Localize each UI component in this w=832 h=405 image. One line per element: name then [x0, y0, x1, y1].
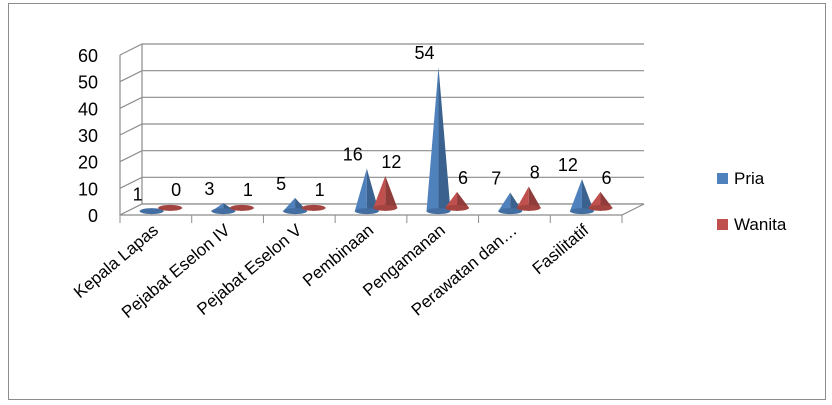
y-tick-label: 30 — [78, 126, 98, 146]
legend-label-pria: Pria — [734, 169, 765, 188]
cone-wanita — [158, 204, 183, 211]
cone-wanita — [516, 186, 541, 211]
cone-base — [516, 204, 541, 211]
cone-base — [283, 208, 308, 215]
legend-label-wanita: Wanita — [734, 215, 787, 234]
cone-base — [588, 204, 613, 211]
cone-face-right — [528, 186, 541, 211]
data-label: 16 — [343, 144, 363, 164]
gridline — [119, 123, 644, 136]
legend-swatch-pria — [717, 173, 728, 184]
cone-base — [158, 204, 183, 211]
cone-base — [373, 204, 398, 211]
cone-base — [445, 204, 470, 211]
data-label: 3 — [204, 179, 214, 199]
legend: Pria Wanita — [717, 169, 787, 234]
gridline — [119, 96, 644, 109]
cone-face-left — [373, 175, 386, 211]
y-tick-label: 50 — [78, 73, 98, 93]
chart-frame — [8, 3, 826, 400]
cone-base — [569, 208, 594, 215]
cone-face-left — [516, 186, 529, 211]
data-label: 0 — [171, 180, 181, 200]
cone-base — [139, 208, 164, 215]
data-label: 12 — [381, 152, 401, 172]
cone-series — [139, 67, 613, 215]
cone-wanita — [588, 191, 613, 211]
cone-wanita — [373, 175, 398, 211]
cone-pria — [426, 67, 451, 215]
data-label: 6 — [458, 168, 468, 188]
gridline — [119, 70, 644, 83]
gridline — [119, 43, 644, 56]
y-tick-label: 40 — [78, 99, 98, 119]
cone-base — [426, 208, 451, 215]
y-tick-label: 0 — [88, 206, 98, 226]
cone-base — [498, 208, 523, 215]
legend-swatch-wanita — [717, 219, 728, 230]
y-tick-label: 60 — [78, 46, 98, 66]
cone-wanita — [445, 191, 470, 211]
cone-base — [301, 204, 326, 211]
cone-wanita — [301, 204, 326, 211]
data-label: 7 — [491, 168, 501, 188]
cone-face-left — [426, 67, 439, 215]
x-category-label: Fasilitatif — [529, 220, 593, 278]
data-labels: 1 0 3 1 5 1 16 12 54 6 7 8 12 6 — [133, 43, 612, 204]
data-label: 54 — [415, 43, 435, 63]
cone-pria — [498, 192, 523, 215]
data-label: 1 — [315, 180, 325, 200]
cone-face-left — [354, 168, 367, 215]
data-label: 1 — [243, 180, 253, 200]
cone-wanita — [229, 204, 254, 211]
data-label: 6 — [601, 168, 611, 188]
data-label: 5 — [276, 174, 286, 194]
y-tick-label: 20 — [78, 153, 98, 173]
cone-base — [211, 208, 236, 215]
data-label: 12 — [558, 155, 578, 175]
cone-base — [229, 204, 254, 211]
cone-pria — [139, 208, 164, 215]
cone-pria — [283, 197, 308, 215]
cone-pria — [211, 203, 236, 215]
data-label: 8 — [530, 163, 540, 183]
cone-face-right — [385, 175, 398, 211]
cone-base — [354, 208, 379, 215]
y-axis: 0 10 20 30 40 50 60 — [78, 46, 98, 226]
cone-face-right — [438, 67, 451, 215]
y-tick-label: 10 — [78, 179, 98, 199]
cone-face-left — [569, 179, 582, 215]
data-label: 1 — [133, 184, 143, 204]
